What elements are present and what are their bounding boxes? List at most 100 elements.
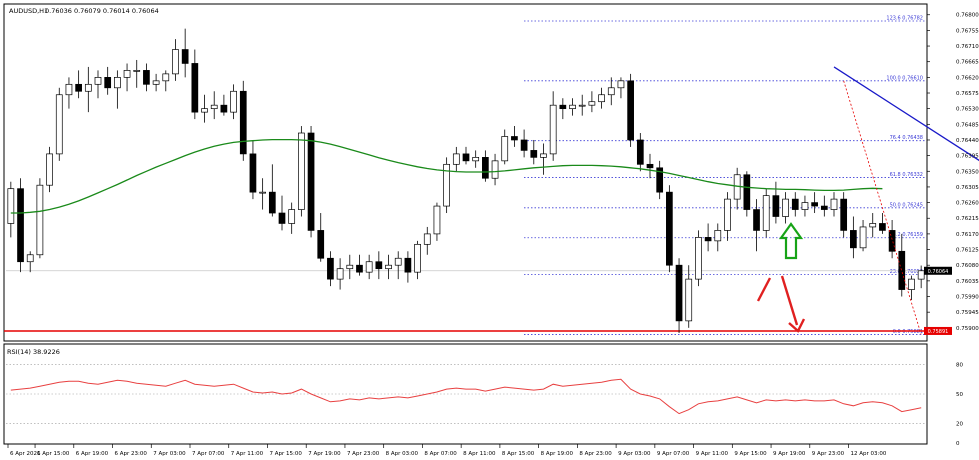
candle <box>268 191 276 214</box>
candle <box>627 80 634 141</box>
candle <box>298 132 305 210</box>
candle <box>317 230 325 259</box>
ma-line <box>10 138 883 214</box>
candle <box>230 90 237 113</box>
y-tick-label: 0.76575 <box>956 91 979 97</box>
candle <box>559 104 567 110</box>
x-tick-label: 7 Apr 03:00 <box>153 451 186 457</box>
y-tick-label: 0.75945 <box>956 310 979 316</box>
candle <box>143 70 150 85</box>
retrace-line <box>843 80 922 335</box>
current-price-tag <box>924 266 952 275</box>
candle <box>123 70 131 78</box>
fib-label: 38.2 0.76159 <box>890 232 923 238</box>
candle <box>307 132 315 231</box>
x-tick-label: 9 Apr 11:00 <box>696 451 729 457</box>
arrow-down-icon <box>756 275 806 333</box>
candle <box>501 136 509 162</box>
y-tick-label: 0.75900 <box>956 326 979 332</box>
candles <box>7 28 925 334</box>
candle <box>704 237 712 242</box>
y-tick-label: 0.76620 <box>956 75 979 81</box>
candle <box>201 108 208 113</box>
candle <box>714 230 722 242</box>
arrow-up-icon <box>778 222 804 260</box>
y-tick-label: 0.76665 <box>956 60 979 66</box>
candle <box>598 94 605 103</box>
candle <box>365 261 373 273</box>
candle <box>511 136 518 141</box>
candle <box>75 83 82 92</box>
x-tick-label: 9 Apr 15:00 <box>734 451 767 457</box>
y-tick-label: 0.76395 <box>956 154 979 160</box>
candle <box>762 195 770 231</box>
x-tick-label: 7 Apr 11:00 <box>231 451 264 457</box>
candle <box>695 237 702 280</box>
x-tick-label: 9 Apr 19:00 <box>773 451 806 457</box>
trendline <box>833 66 979 162</box>
candle <box>394 257 402 266</box>
fib-label: 123.6 0.76782 <box>886 16 923 22</box>
candle <box>7 188 15 224</box>
fib-label: 0.0 0.75881 <box>893 329 923 335</box>
candle <box>36 184 44 256</box>
candle <box>336 268 344 280</box>
rsi-level-label: 0 <box>956 441 960 447</box>
candle <box>666 191 673 266</box>
drawn-lines <box>833 66 979 335</box>
candle <box>859 226 867 249</box>
y-tick-label: 0.76485 <box>956 122 979 128</box>
candle <box>472 157 480 162</box>
candle <box>288 209 296 224</box>
candle <box>888 230 896 252</box>
candle <box>917 270 925 280</box>
y-tick-label: 0.76170 <box>956 232 979 238</box>
candle <box>462 153 470 162</box>
candle <box>607 87 615 96</box>
candle <box>724 198 731 231</box>
candle <box>133 70 141 72</box>
candle <box>540 153 547 158</box>
x-tick-label: 9 Apr 23:00 <box>812 451 845 457</box>
x-tick-label: 8 Apr 19:00 <box>541 451 574 457</box>
candle <box>617 80 625 89</box>
x-tick-label: 7 Apr 19:00 <box>308 451 341 457</box>
y-tick-label: 0.76125 <box>956 248 979 254</box>
y-tick-label: 0.76035 <box>956 279 979 285</box>
candle <box>685 278 693 322</box>
candle <box>65 83 73 96</box>
x-tick-label: 8 Apr 11:00 <box>463 451 496 457</box>
y-tick-label: 0.76215 <box>956 216 979 222</box>
y-tick-label: 0.76710 <box>956 44 979 50</box>
candle <box>404 257 412 273</box>
main-panel-frame <box>3 3 928 342</box>
candle <box>181 49 189 64</box>
candle <box>17 188 24 263</box>
price-axis: 0.76800 0.76755 0.76710 0.76665 0.76620 0.765… <box>924 13 979 335</box>
candle <box>830 198 838 210</box>
y-tick-label: 0.76350 <box>956 169 979 175</box>
candle <box>259 191 266 194</box>
x-tick-label: 6 Apr 23:00 <box>115 451 148 457</box>
rsi-level-label: 80 <box>956 363 963 369</box>
candle <box>327 257 334 280</box>
candle <box>636 139 644 165</box>
fib-label: 76.4 0.76438 <box>890 135 923 141</box>
candle <box>791 198 799 210</box>
candle <box>869 223 877 228</box>
candle <box>850 230 857 249</box>
candle <box>356 264 363 273</box>
candle <box>104 77 112 89</box>
candle <box>191 63 199 113</box>
candle <box>443 163 450 207</box>
candle <box>423 233 431 245</box>
fib-label: 100.0 0.76610 <box>886 75 923 81</box>
candle <box>578 104 586 107</box>
candle <box>172 49 179 75</box>
x-tick-label: 6 Apr 2021 <box>10 451 41 457</box>
moving-average <box>10 138 883 214</box>
candle <box>375 261 383 270</box>
candle <box>152 80 160 85</box>
